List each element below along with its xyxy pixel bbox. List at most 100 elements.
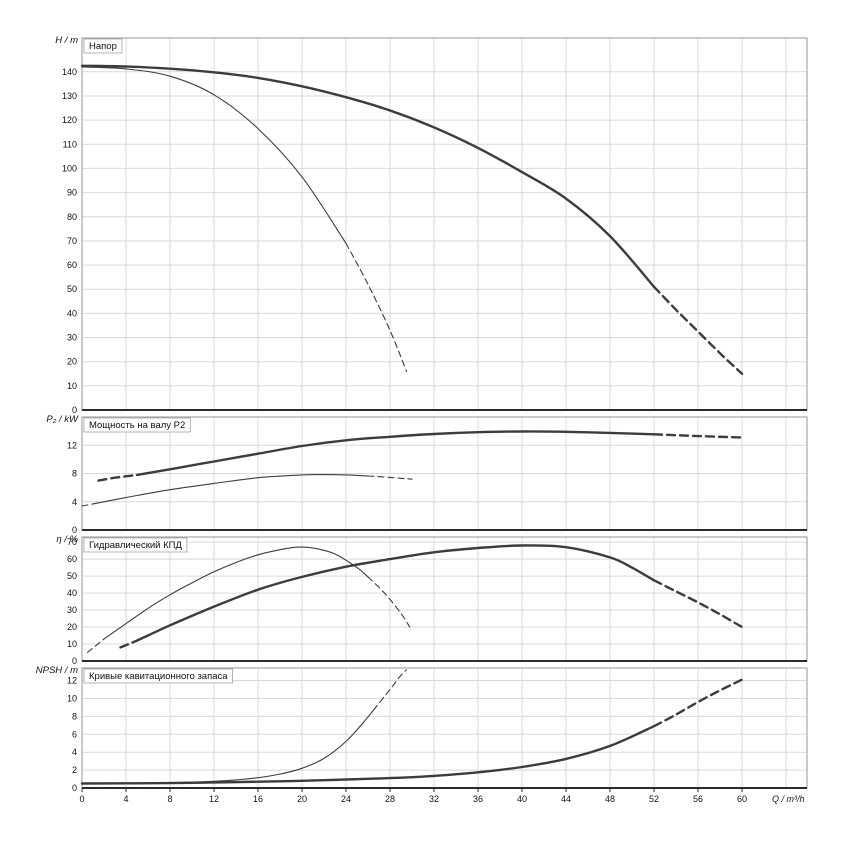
panel-title: Кривые кавитационного запаса xyxy=(83,668,233,684)
y-tick-label: 6 xyxy=(72,729,77,739)
panel-title-text: Мощность на валу P2 xyxy=(89,420,185,431)
x-tick-label: 16 xyxy=(253,794,263,804)
y-tick-label: 2 xyxy=(72,765,77,775)
y-tick-label: 12 xyxy=(67,440,77,450)
panel-title-text: Гидравлический КПД xyxy=(89,540,182,551)
x-tick-label: 56 xyxy=(693,794,703,804)
efficiency-curve-thick-dashed xyxy=(119,639,139,649)
panel-title-text: Кривые кавитационного запаса xyxy=(89,671,228,682)
y-tick-label: 4 xyxy=(72,747,77,757)
power-curve-thick-dashed xyxy=(97,473,139,482)
head-curve-thin-dashed xyxy=(345,242,408,372)
x-tick-label: 48 xyxy=(605,794,615,804)
x-tick-label: 28 xyxy=(385,794,395,804)
y-tick-label: 12 xyxy=(67,676,77,686)
panel-title-box xyxy=(83,38,123,54)
x-tick-label: 32 xyxy=(429,794,439,804)
head-curve-thick-dashed xyxy=(652,285,744,375)
panel-head: 0 10 20 30 40 50 60 70 80 90 100 110 120 130 140 Напор H… xyxy=(55,35,808,415)
x-tick-label: 24 xyxy=(341,794,351,804)
x-tick-label: 36 xyxy=(473,794,483,804)
head-curve-thick-solid xyxy=(80,64,656,288)
y-tick-label: 8 xyxy=(72,469,77,479)
efficiency-curve-thin-dashed xyxy=(367,576,411,628)
power-curve-thin-dashed xyxy=(367,475,413,480)
y-tick-label: 30 xyxy=(67,605,77,615)
y-axis-unit: P₂ / kW xyxy=(46,414,79,425)
efficiency-curve-thin-dashed xyxy=(86,638,105,654)
npsh-curve-thick-solid xyxy=(80,725,656,785)
y-tick-label: 50 xyxy=(67,571,77,581)
panel-background xyxy=(82,38,807,410)
power-curve-thin-dashed xyxy=(81,503,94,507)
y-tick-label: 60 xyxy=(67,554,77,564)
y-tick-label: 0 xyxy=(72,783,77,793)
x-tick-label: 60 xyxy=(737,794,747,804)
y-tick-label: 4 xyxy=(72,497,77,507)
y-tick-label: 60 xyxy=(67,260,77,270)
x-tick-label: 4 xyxy=(123,794,128,804)
head-curve-thin-solid xyxy=(81,66,347,244)
panel-title-box xyxy=(83,417,191,433)
y-tick-label: 10 xyxy=(67,693,77,703)
efficiency-curve-thin-solid xyxy=(103,546,369,640)
npsh-curve-thin-solid xyxy=(81,709,375,785)
grid xyxy=(82,38,807,410)
panel-title-box xyxy=(83,537,188,553)
panel-npsh: 0 2 4 6 8 10 12 Кривые кавитационного запаса NPS… xyxy=(36,665,808,793)
y-tick-label: 50 xyxy=(67,284,77,294)
efficiency-curve-thick-dashed xyxy=(652,579,744,629)
y-tick-label: 120 xyxy=(62,115,77,125)
y-tick-label: 70 xyxy=(67,537,77,547)
panel-power: 0 4 8 12 Мощность на валу P2 P₂ / kW xyxy=(46,414,808,535)
power-curve-thick-dashed xyxy=(652,433,744,439)
y-axis-unit: NPSH / m xyxy=(36,665,78,676)
y-tick-label: 100 xyxy=(62,163,77,173)
y-tick-label: 0 xyxy=(72,525,77,535)
y-tick-label: 80 xyxy=(67,212,77,222)
y-tick-label: 40 xyxy=(67,308,77,318)
npsh-curve-thin-dashed xyxy=(372,669,408,711)
x-tick-label: 40 xyxy=(517,794,527,804)
panel-title: Напор xyxy=(83,38,123,54)
y-tick-label: 40 xyxy=(67,588,77,598)
panel-background xyxy=(82,668,807,788)
panel-title: Гидравлический КПД xyxy=(83,537,188,553)
x-axis: 0 4 8 12 16 20 24 28 32 36 40 44 48 52 56 60 Q / m³/h xyxy=(79,788,805,804)
x-tick-label: 44 xyxy=(561,794,571,804)
y-tick-label: 140 xyxy=(62,67,77,77)
panel-title-box xyxy=(83,668,233,684)
x-tick-label: 0 xyxy=(79,794,84,804)
x-tick-label: 52 xyxy=(649,794,659,804)
y-tick-label: 0 xyxy=(72,656,77,666)
y-axis-unit: η / % xyxy=(56,534,78,545)
x-axis-unit: Q / m³/h xyxy=(772,794,805,804)
y-tick-label: 8 xyxy=(72,711,77,721)
y-tick-label: 70 xyxy=(67,236,77,246)
panel-efficiency: 0 10 20 30 40 50 60 70 Гидравлический КПД η / % xyxy=(56,534,808,666)
y-tick-label: 30 xyxy=(67,333,77,343)
y-tick-label: 110 xyxy=(63,139,77,149)
power-curve-thin-solid xyxy=(92,474,369,505)
y-tick-label: 10 xyxy=(67,381,77,391)
panel-background xyxy=(82,537,807,661)
panel-title-text: Напор xyxy=(89,41,117,52)
efficiency-curve-thick-solid xyxy=(135,544,656,642)
y-tick-label: 90 xyxy=(67,188,77,198)
x-tick-label: 20 xyxy=(297,794,307,804)
npsh-curve-thick-dashed xyxy=(652,678,744,728)
x-tick-label: 12 xyxy=(209,794,219,804)
grid xyxy=(82,417,807,530)
y-tick-label: 0 xyxy=(72,405,77,415)
panel-title: Мощность на валу P2 xyxy=(83,417,191,433)
power-curve-thick-solid xyxy=(135,430,656,477)
y-tick-label: 20 xyxy=(67,622,77,632)
y-axis-unit: H / m xyxy=(55,35,78,46)
y-tick-label: 130 xyxy=(62,91,77,101)
x-tick-label: 8 xyxy=(167,794,172,804)
y-tick-label: 20 xyxy=(67,357,77,367)
y-tick-label: 10 xyxy=(67,639,77,649)
